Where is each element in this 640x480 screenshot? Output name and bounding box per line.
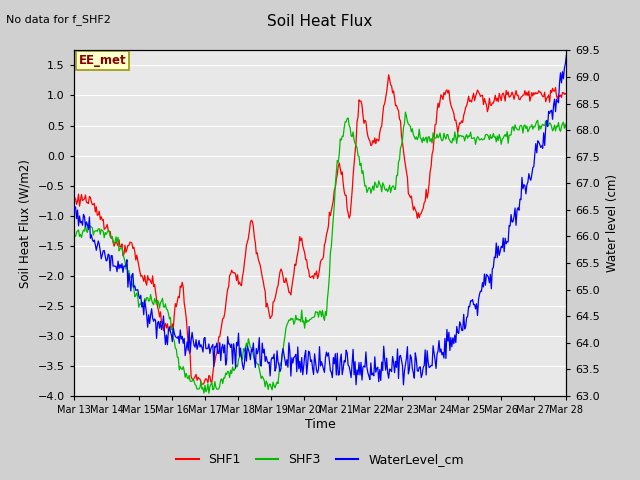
Text: No data for f_SHF2: No data for f_SHF2 [6, 14, 111, 25]
Y-axis label: Water level (cm): Water level (cm) [605, 174, 619, 272]
X-axis label: Time: Time [305, 418, 335, 431]
Text: EE_met: EE_met [79, 54, 126, 67]
Y-axis label: Soil Heat Flux (W/m2): Soil Heat Flux (W/m2) [19, 159, 32, 288]
Legend: SHF1, SHF3, WaterLevel_cm: SHF1, SHF3, WaterLevel_cm [171, 448, 469, 471]
Text: Soil Heat Flux: Soil Heat Flux [268, 14, 372, 29]
